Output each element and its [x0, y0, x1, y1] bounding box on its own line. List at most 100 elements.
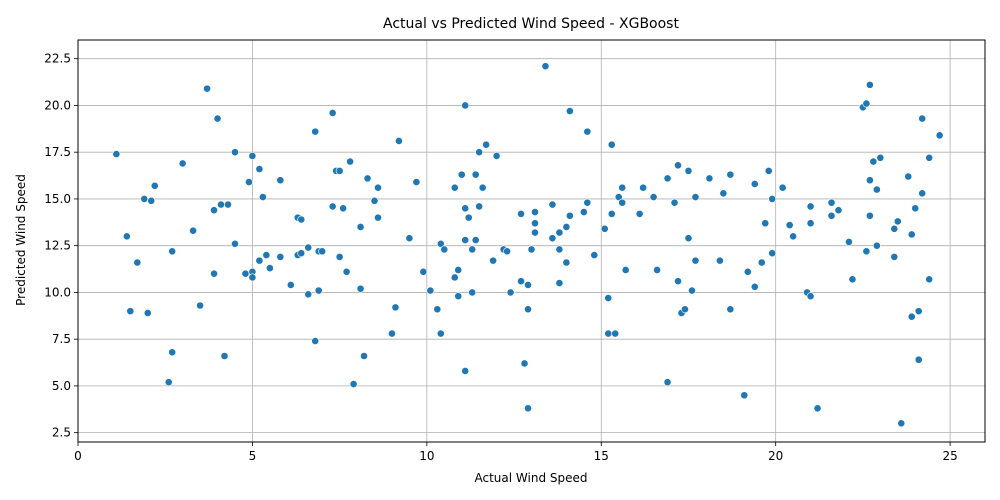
data-point [618, 198, 627, 207]
data-point [890, 252, 899, 261]
data-point [935, 131, 944, 140]
data-point [405, 234, 414, 243]
data-point [335, 252, 344, 261]
data-point [461, 367, 470, 375]
data-point [395, 137, 403, 145]
data-point [412, 178, 421, 187]
data-point [764, 166, 773, 175]
data-point [265, 264, 274, 273]
y-tick-label: 7.5 [52, 332, 71, 346]
data-point [674, 161, 682, 170]
data-point [339, 204, 348, 213]
data-point [548, 234, 557, 243]
data-point [527, 245, 536, 254]
data-points [112, 62, 944, 428]
data-point [691, 256, 700, 265]
data-point [374, 213, 382, 222]
data-point [925, 275, 934, 284]
data-point [311, 127, 320, 136]
data-point [778, 183, 787, 192]
data-point [258, 193, 267, 201]
data-point [925, 153, 934, 162]
y-tick-label: 20.0 [44, 98, 71, 112]
data-point [621, 266, 630, 274]
data-point [464, 213, 473, 222]
data-point [618, 183, 627, 192]
data-point [471, 170, 480, 179]
data-point [440, 245, 449, 254]
data-point [524, 305, 532, 314]
data-point [122, 232, 131, 241]
data-point [112, 150, 121, 158]
data-point [520, 359, 529, 368]
data-point [140, 195, 149, 203]
data-point [914, 307, 923, 316]
data-point [789, 232, 798, 241]
data-point [478, 183, 487, 192]
data-point [450, 273, 459, 282]
x-axis-label: Actual Wind Speed [475, 471, 588, 485]
data-point [461, 236, 470, 244]
data-point [918, 114, 927, 123]
data-point [907, 230, 916, 239]
data-point [492, 152, 501, 160]
data-point [189, 226, 198, 235]
data-point [649, 193, 658, 201]
data-point [834, 206, 843, 215]
data-point [126, 307, 135, 316]
data-point [893, 217, 902, 226]
y-tick-label: 5.0 [52, 379, 71, 393]
data-point [890, 224, 899, 233]
data-point [363, 174, 372, 183]
data-point [691, 193, 700, 201]
data-point [914, 355, 923, 364]
data-point [391, 303, 400, 312]
data-point [555, 279, 564, 287]
data-point [433, 305, 442, 314]
data-point [579, 208, 588, 216]
data-point [604, 294, 613, 302]
data-point [768, 195, 777, 203]
data-point [224, 200, 232, 209]
data-point [517, 277, 525, 286]
data-point [133, 258, 142, 267]
data-point [524, 404, 532, 413]
data-point [768, 249, 777, 258]
data-point [210, 269, 218, 278]
axis-ticks: 0 5 10 15 20 25 2.5 5.0 7.5 10.0 12.5 15.0 17.5 20.0 2… [44, 52, 957, 463]
data-point [241, 269, 250, 278]
data-point [461, 204, 470, 213]
data-point [454, 292, 463, 301]
data-point [335, 166, 344, 175]
data-point [210, 206, 218, 215]
data-point [388, 329, 396, 338]
data-point [164, 378, 173, 387]
data-point [562, 258, 571, 267]
data-point [436, 329, 445, 338]
data-point [168, 247, 177, 256]
data-point [611, 329, 620, 338]
data-point [360, 352, 368, 360]
data-point [565, 211, 574, 220]
data-point [475, 148, 484, 157]
data-point [604, 329, 613, 338]
data-point [468, 288, 477, 297]
data-point [304, 290, 313, 299]
data-point [541, 62, 550, 71]
data-point [684, 234, 693, 243]
data-point [168, 348, 177, 357]
axes-frame [77, 39, 986, 443]
data-point [374, 183, 382, 192]
data-point [503, 247, 511, 256]
data-point [217, 200, 225, 209]
data-point [328, 109, 337, 117]
data-point [827, 211, 836, 220]
data-point [475, 202, 484, 211]
data-point [196, 301, 204, 310]
data-point [426, 286, 435, 295]
data-point [865, 176, 874, 185]
data-point [663, 378, 672, 387]
data-point [213, 114, 222, 123]
data-point [548, 200, 557, 209]
